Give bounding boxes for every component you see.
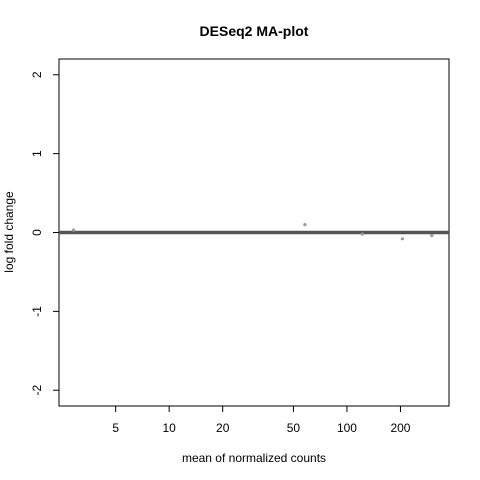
x-tick-label: 20 bbox=[216, 421, 230, 435]
y-tick-label: -2 bbox=[30, 385, 44, 396]
data-point bbox=[72, 228, 76, 232]
x-axis: 5 10 20 50 100 200 bbox=[112, 405, 411, 435]
plot-area bbox=[59, 223, 449, 241]
y-axis-label: log fold change bbox=[2, 191, 16, 273]
y-axis: -2 -1 0 1 2 bbox=[30, 71, 60, 396]
x-tick-label: 100 bbox=[337, 421, 357, 435]
x-axis-label: mean of normalized counts bbox=[182, 451, 326, 465]
data-point bbox=[360, 232, 364, 236]
x-tick-label: 5 bbox=[112, 421, 119, 435]
data-point bbox=[400, 237, 404, 241]
y-tick-label: -1 bbox=[30, 306, 44, 317]
x-tick-label: 10 bbox=[163, 421, 177, 435]
y-tick-label: 2 bbox=[30, 71, 44, 78]
data-point bbox=[303, 223, 307, 227]
x-tick-label: 50 bbox=[287, 421, 301, 435]
y-tick-label: 0 bbox=[30, 229, 44, 236]
data-point bbox=[430, 234, 434, 238]
chart-title: DESeq2 MA-plot bbox=[200, 23, 309, 39]
y-tick-label: 1 bbox=[30, 150, 44, 157]
x-tick-label: 200 bbox=[390, 421, 410, 435]
